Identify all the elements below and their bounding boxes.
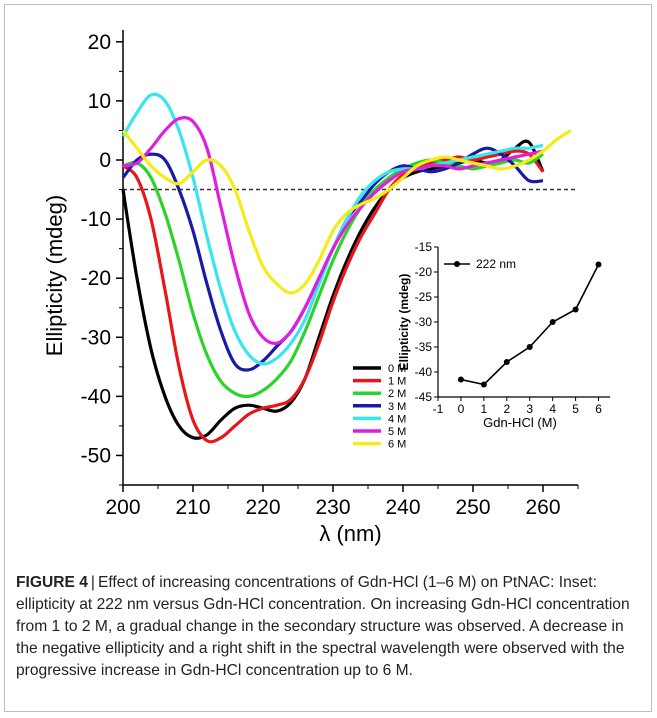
- y-tick-label: -50: [81, 444, 111, 467]
- inset-series-line: [460, 264, 600, 386]
- inset-data-point: [526, 344, 533, 350]
- inset-x-tick-label: 4: [549, 402, 556, 416]
- inset-x-axis-label: Gdn-HCl (M): [483, 415, 557, 430]
- inset-y-tick-label: -45: [415, 390, 433, 404]
- y-tick-label: 20: [88, 31, 111, 54]
- inset-y-tick-label: -25: [415, 290, 433, 304]
- series-line-6: [121, 129, 572, 295]
- inset-data-point: [572, 306, 579, 313]
- inset-y-tick-label: -40: [415, 365, 433, 379]
- figure-frame: [4, 4, 652, 712]
- legend-label-3: 3 M: [388, 401, 406, 413]
- x-tick-label: 220: [245, 496, 280, 519]
- inset-y-tick-label: -15: [415, 240, 433, 254]
- caption-label: FIGURE 4: [16, 574, 88, 591]
- y-tick-label: 0: [99, 149, 111, 172]
- inset-data-point: [595, 261, 602, 268]
- legend-label-6: 6 M: [388, 439, 406, 451]
- y-tick-label: -10: [81, 208, 111, 231]
- legend-label-1: 1 M: [388, 376, 406, 388]
- y-tick-label: -20: [81, 267, 111, 290]
- inset-y-tick-label: -35: [415, 340, 433, 354]
- x-tick-label: 240: [385, 496, 420, 519]
- inset-x-tick-label: 1: [481, 402, 488, 416]
- x-tick-label: 210: [175, 496, 210, 519]
- series-line-2: [122, 152, 544, 399]
- inset-x-tick-label: 3: [526, 402, 533, 416]
- x-tick-label: 230: [315, 496, 350, 519]
- inset-legend-marker: [454, 261, 460, 267]
- legend-label-0: 0 M: [388, 363, 406, 375]
- inset-x-tick-label: 0: [458, 402, 465, 416]
- y-tick-label: 10: [88, 90, 111, 113]
- inset-x-tick-label: 5: [572, 402, 579, 416]
- series-line-1: [121, 149, 545, 444]
- inset-y-axis-label: Ellipticity (mdeg): [397, 274, 411, 371]
- inset-x-tick-label: 2: [503, 402, 510, 416]
- inset-y-tick-label: -30: [415, 315, 433, 329]
- inset-data-point: [549, 319, 556, 325]
- legend-label-5: 5 M: [388, 426, 406, 438]
- inset-data-point: [457, 376, 464, 383]
- x-tick-label: 200: [105, 496, 140, 519]
- caption-separator: |: [90, 574, 95, 591]
- legend-label-4: 4 M: [388, 413, 406, 425]
- inset-x-tick-label: -1: [433, 402, 444, 416]
- y-tick-label: -40: [81, 385, 111, 408]
- inset-data-point: [503, 359, 510, 365]
- x-tick-label: 250: [455, 496, 490, 519]
- figure-caption: FIGURE 4 | Effect of increasing concentrat…: [16, 572, 636, 682]
- x-tick-label: 260: [525, 496, 560, 519]
- caption-text: Effect of increasing concentrations of G…: [16, 574, 630, 679]
- series-line-5: [122, 116, 544, 346]
- legend-label-2: 2 M: [388, 388, 406, 400]
- inset-data-point: [480, 381, 487, 388]
- inset-x-tick-label: 6: [595, 402, 602, 416]
- x-axis-label: λ (nm): [319, 521, 381, 546]
- y-axis-label: Ellipticity (mdeg): [42, 195, 67, 356]
- y-tick-label: -30: [81, 326, 111, 349]
- inset-y-tick-label: -20: [415, 265, 433, 279]
- inset-legend-label: 222 nm: [476, 257, 516, 271]
